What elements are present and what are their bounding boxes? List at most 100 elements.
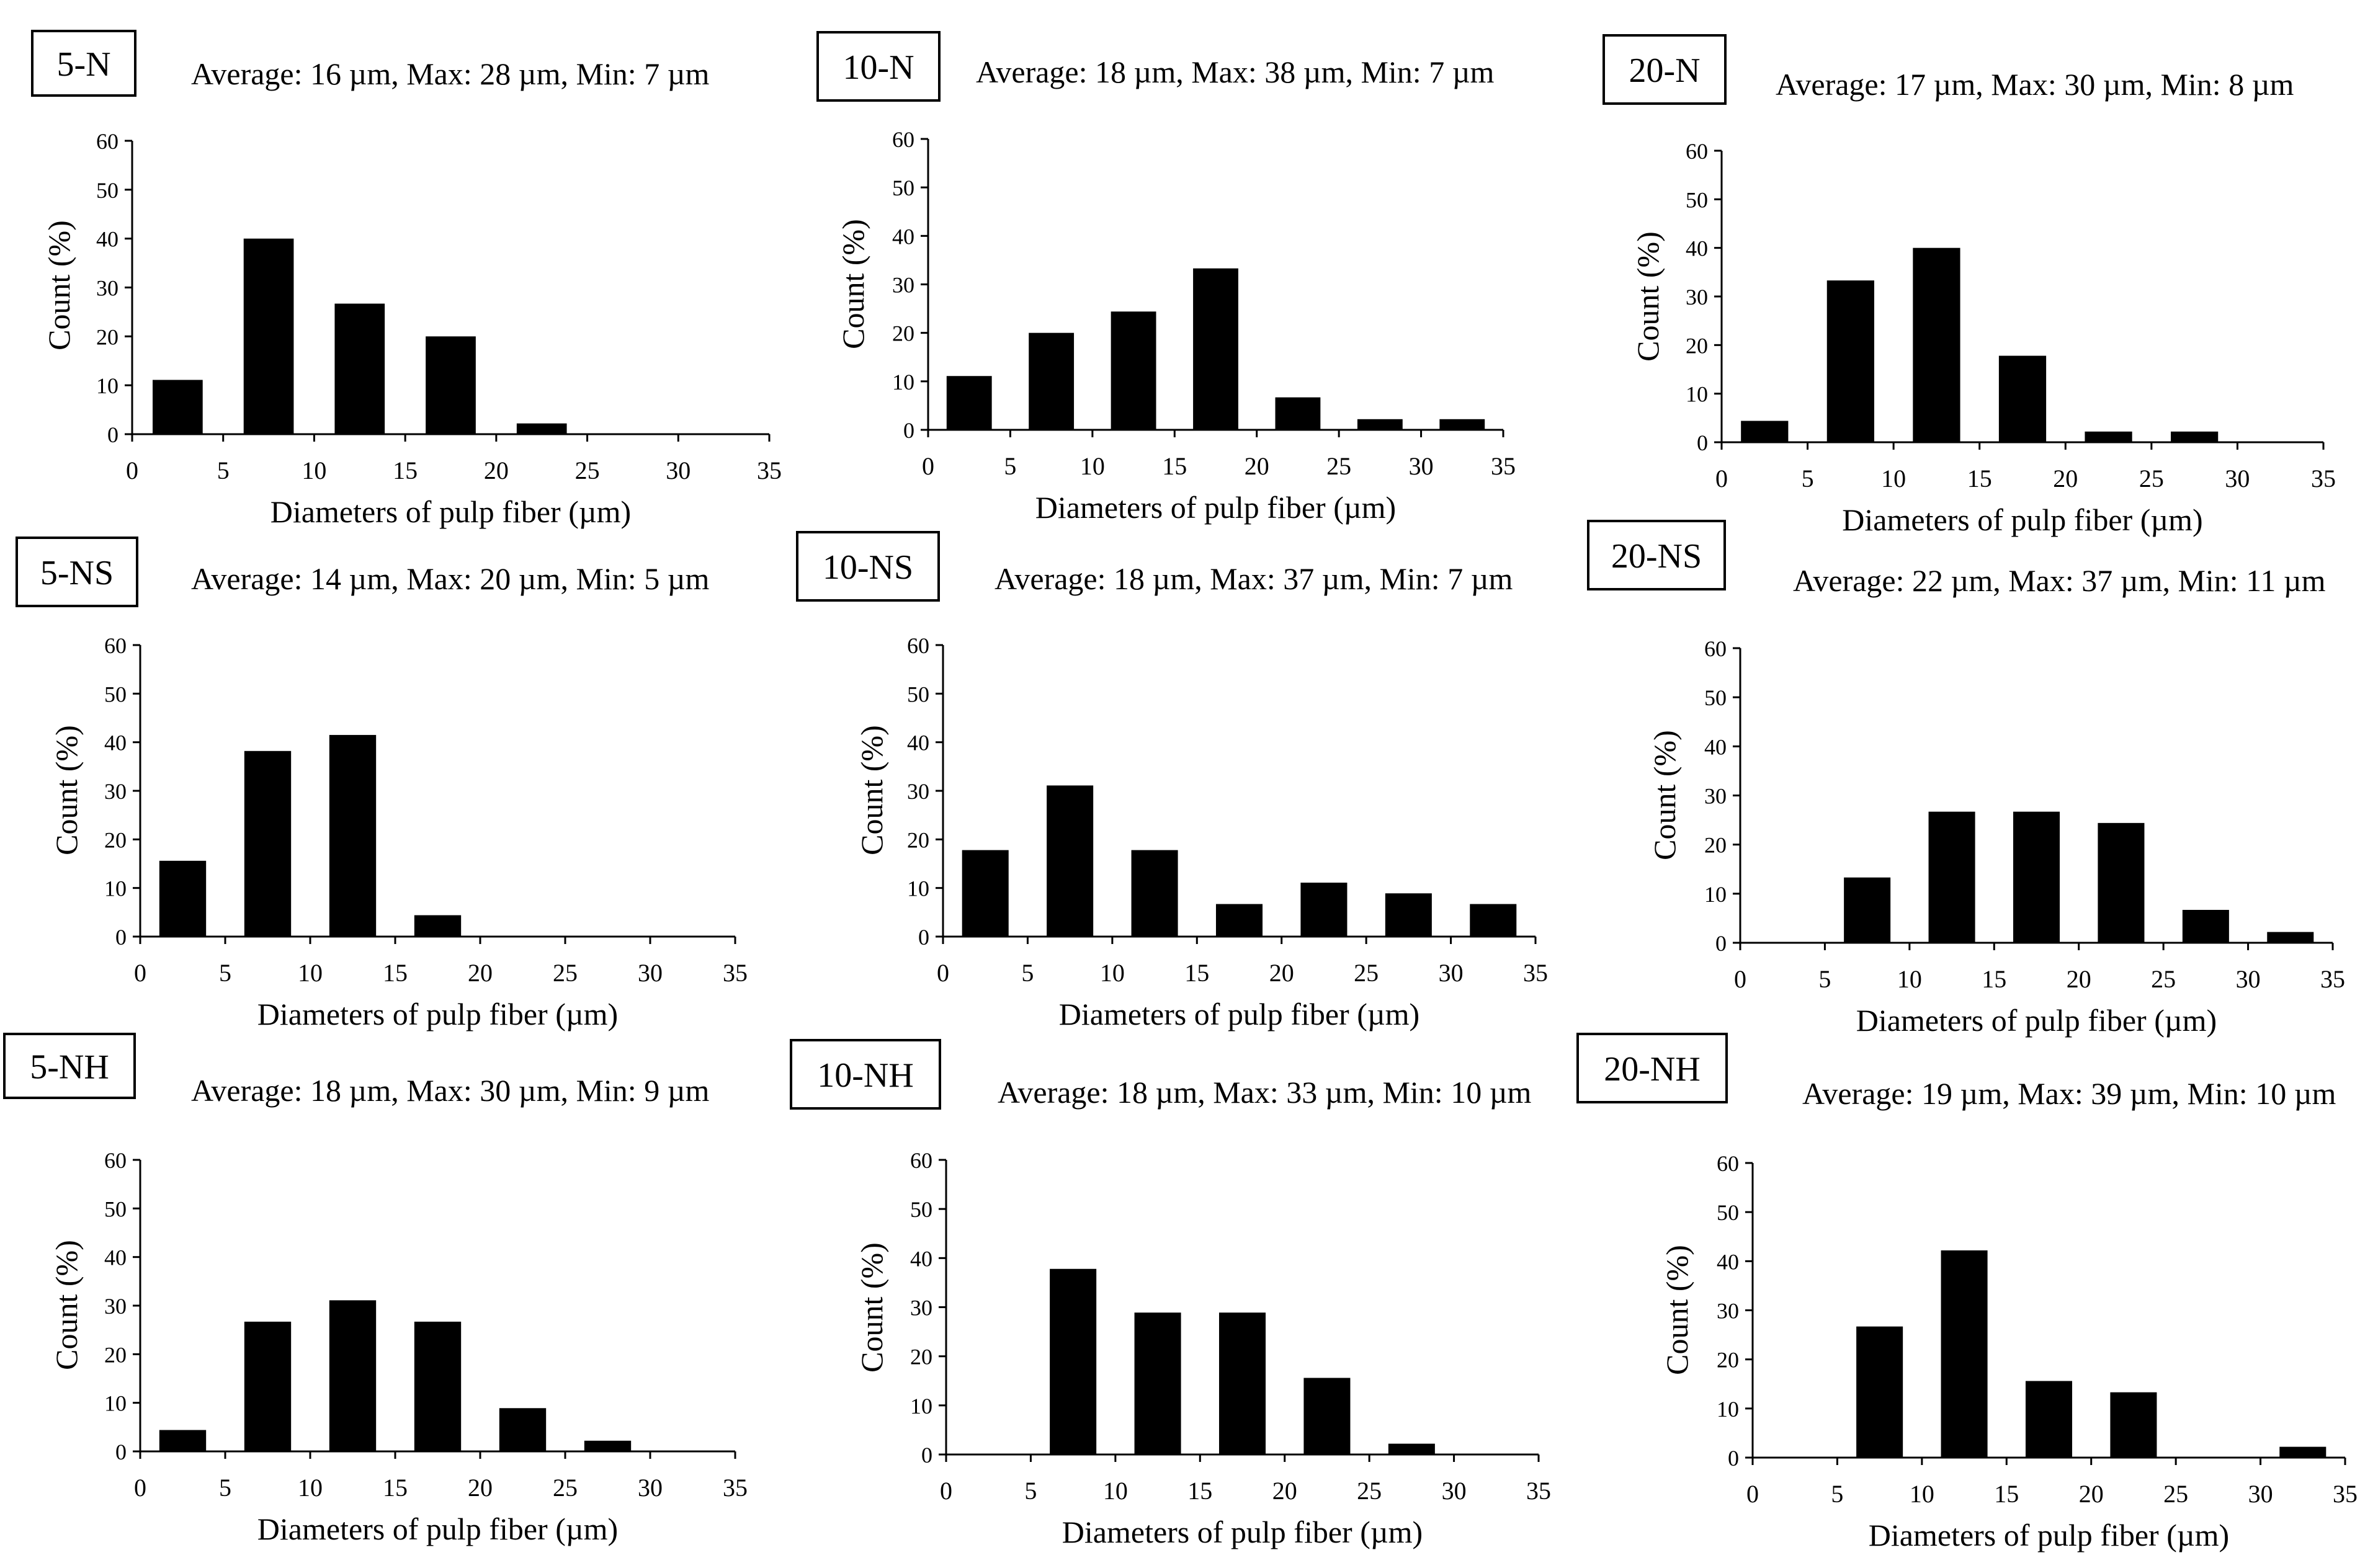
histogram-bar: [2025, 1381, 2073, 1458]
y-tick-label: 20: [910, 1345, 932, 1370]
y-tick-label: 50: [910, 1197, 932, 1222]
x-tick-label: 5: [1802, 465, 1814, 492]
histogram-bar: [153, 380, 203, 434]
stats-text: Average: 19 µm, Max: 39 µm, Min: 10 µm: [1802, 1076, 2336, 1111]
panel-label: 10-N: [843, 48, 914, 87]
y-tick-label: 60: [892, 127, 914, 152]
y-axis-label: Count (%): [854, 725, 889, 855]
panel-label: 10-NH: [817, 1056, 914, 1095]
x-axis-label: Diameters of pulp fiber (µm): [270, 494, 631, 529]
histogram-bar: [1913, 247, 1960, 442]
x-tick-label: 5: [1831, 1480, 1843, 1508]
y-tick-label: 0: [918, 925, 929, 950]
y-tick-label: 0: [115, 1440, 127, 1464]
histogram-bar: [243, 238, 294, 434]
x-tick-label: 15: [1187, 1477, 1212, 1505]
panel-label-box: [1576, 1033, 1728, 1103]
x-tick-label: 35: [2333, 1480, 2358, 1508]
y-tick-label: 50: [104, 1196, 127, 1221]
y-tick-label: 50: [1686, 187, 1708, 212]
y-tick-label: 40: [1717, 1249, 1739, 1274]
y-tick-label: 60: [1686, 139, 1708, 164]
x-tick-label: 30: [666, 457, 691, 484]
y-tick-label: 40: [96, 227, 118, 252]
histogram-bar: [244, 1321, 292, 1451]
x-tick-label: 35: [2311, 465, 2336, 492]
histogram-bar: [584, 1440, 632, 1451]
histogram-bar: [414, 915, 462, 937]
x-tick-label: 0: [126, 457, 138, 484]
y-tick-label: 10: [907, 876, 929, 901]
x-axis-label: Diameters of pulp fiber (µm): [1035, 490, 1396, 525]
x-tick-label: 5: [1024, 1477, 1037, 1505]
x-tick-label: 10: [298, 959, 323, 987]
histogram-bar: [1439, 419, 1485, 430]
x-tick-label: 25: [2139, 465, 2164, 492]
histogram-bar: [2182, 909, 2229, 943]
y-tick-label: 20: [1704, 833, 1727, 858]
y-tick-label: 10: [96, 373, 118, 398]
histogram-panel: 5-NH Average: 18 µm, Max: 30 µm, Min: 9 µ…: [3, 1033, 748, 1546]
x-tick-label: 25: [1326, 452, 1351, 480]
x-tick-label: 10: [1100, 959, 1125, 987]
x-tick-label: 30: [2248, 1480, 2273, 1508]
y-tick-label: 10: [892, 370, 914, 394]
y-tick-label: 30: [1686, 285, 1708, 310]
y-axis-label: Count (%): [1660, 1245, 1694, 1375]
y-tick-label: 50: [104, 682, 127, 706]
y-tick-label: 0: [1728, 1446, 1739, 1471]
histogram-panel: 5-N Average: 16 µm, Max: 28 µm, Min: 7 µm…: [31, 30, 782, 529]
histogram-bar: [946, 376, 992, 430]
stats-text: Average: 22 µm, Max: 37 µm, Min: 11 µm: [1793, 563, 2326, 598]
histogram-bar: [2013, 811, 2060, 943]
y-axis-label: Count (%): [49, 725, 84, 855]
panel-label-box: [816, 31, 941, 102]
y-tick-label: 30: [907, 779, 929, 804]
x-tick-label: 35: [757, 457, 782, 484]
histogram-bar: [1385, 893, 1432, 937]
x-tick-label: 15: [1982, 965, 2006, 993]
x-tick-label: 15: [393, 457, 418, 484]
panel-label: 20-N: [1629, 51, 1700, 90]
y-axis-label: Count (%): [49, 1240, 84, 1370]
y-tick-label: 40: [910, 1246, 932, 1271]
y-tick-label: 40: [1704, 734, 1727, 759]
histogram-bar: [1470, 904, 1517, 937]
histogram-bar: [1998, 355, 2047, 442]
panel-label: 5-NS: [40, 554, 114, 592]
y-tick-label: 60: [104, 1148, 127, 1173]
y-tick-label: 30: [910, 1296, 932, 1321]
y-tick-label: 50: [892, 176, 914, 200]
histogram-bar: [2171, 431, 2219, 442]
y-tick-label: 20: [104, 1342, 127, 1367]
histogram-bar: [2098, 822, 2145, 943]
x-tick-label: 30: [1439, 959, 1464, 987]
y-tick-label: 50: [907, 682, 929, 706]
y-tick-label: 40: [892, 224, 914, 249]
x-tick-label: 25: [2151, 965, 2176, 993]
y-tick-label: 10: [104, 1391, 127, 1416]
panel-label-box: [3, 1033, 136, 1099]
x-tick-label: 10: [1103, 1477, 1128, 1505]
y-tick-label: 20: [1686, 333, 1708, 358]
x-axis-label: Diameters of pulp fiber (µm): [257, 1512, 618, 1546]
histogram-bar: [329, 734, 377, 937]
y-tick-label: 60: [907, 633, 929, 658]
x-tick-label: 0: [1734, 965, 1746, 993]
y-tick-label: 10: [1717, 1397, 1739, 1422]
x-tick-label: 0: [922, 452, 934, 480]
x-tick-label: 10: [302, 457, 326, 484]
x-tick-label: 0: [1746, 1480, 1759, 1508]
panel-label-box: [790, 1039, 941, 1110]
histogram-bar: [1928, 811, 1975, 943]
y-tick-label: 30: [1717, 1299, 1739, 1324]
histogram-bar: [334, 303, 385, 434]
panel-label-box: [1587, 520, 1726, 590]
histogram-bar: [244, 751, 292, 937]
histogram-bar: [1357, 419, 1403, 430]
x-tick-label: 20: [484, 457, 509, 484]
x-tick-label: 35: [2320, 965, 2345, 993]
x-tick-label: 10: [1080, 452, 1105, 480]
y-tick-label: 30: [1704, 784, 1727, 809]
x-tick-label: 30: [638, 959, 663, 987]
